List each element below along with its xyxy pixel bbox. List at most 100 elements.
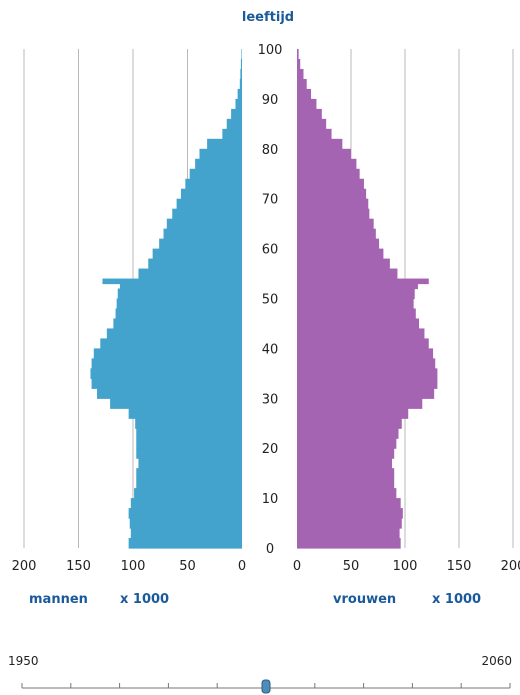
women-bar-88 <box>297 98 317 110</box>
women-bar-20 <box>297 438 397 449</box>
women-bar-18 <box>297 448 395 459</box>
men-bar-14 <box>136 468 242 479</box>
men-bar-38 <box>93 348 242 359</box>
men-bar-36 <box>91 358 242 369</box>
men-bar-78 <box>199 148 242 160</box>
men-x-tick-100: 100 <box>121 559 146 574</box>
women-bar-14 <box>297 468 395 479</box>
women-bar-82 <box>297 128 332 140</box>
women-x-tick-0: 0 <box>293 559 301 574</box>
men-bar-40 <box>100 338 242 349</box>
women-bar-2 <box>297 528 400 539</box>
men-bar-58 <box>152 248 242 260</box>
women-bar-86 <box>297 108 322 120</box>
men-bar-82 <box>222 128 242 140</box>
men-bar-50 <box>117 288 242 300</box>
men-bar-18 <box>136 448 242 459</box>
men-bar-53 <box>102 278 242 285</box>
women-unit-label: x 1000 <box>432 592 481 607</box>
women-bar-84 <box>297 118 327 130</box>
slider-end-year: 2060 <box>481 654 512 668</box>
men-bar-66 <box>172 208 242 220</box>
men-x-tick-0: 0 <box>238 559 246 574</box>
women-bar-64 <box>297 218 374 230</box>
men-bar-0 <box>128 538 242 549</box>
women-x-tick-50: 50 <box>343 559 360 574</box>
women-bar-94 <box>297 68 304 80</box>
women-bar-4 <box>297 518 402 529</box>
women-bar-6 <box>297 508 403 519</box>
men-x-tick-200: 200 <box>12 559 37 574</box>
women-bar-56 <box>297 258 390 270</box>
men-bar-30 <box>97 388 242 399</box>
women-x-tick-150: 150 <box>447 559 472 574</box>
women-bar-32 <box>297 378 438 389</box>
slider-handle[interactable] <box>261 679 271 694</box>
men-bar-98 <box>241 49 242 60</box>
women-bar-54 <box>297 268 398 280</box>
women-bar-72 <box>297 178 364 190</box>
men-bar-10 <box>134 488 242 499</box>
women-bar-70 <box>297 188 367 200</box>
women-bar-52 <box>297 283 418 290</box>
men-bar-46 <box>115 308 242 320</box>
age-tick-0: 0 <box>266 542 274 557</box>
age-tick-80: 80 <box>262 143 279 158</box>
age-axis-ticks: 0 10 20 30 40 50 60 70 80 90 100 <box>258 43 283 557</box>
age-tick-10: 10 <box>262 492 279 507</box>
men-bars <box>90 49 243 549</box>
women-bar-62 <box>297 228 376 240</box>
women-bar-46 <box>297 308 416 320</box>
men-bar-44 <box>113 318 242 330</box>
men-bar-34 <box>90 368 243 379</box>
women-bar-42 <box>297 328 425 340</box>
men-bar-90 <box>237 88 242 100</box>
men-bar-6 <box>128 508 242 519</box>
men-x-tick-150: 150 <box>66 559 91 574</box>
men-bar-4 <box>129 518 242 529</box>
age-tick-20: 20 <box>262 442 279 457</box>
men-bar-56 <box>148 258 242 270</box>
women-bar-53 <box>297 278 429 285</box>
women-bar-36 <box>297 358 436 369</box>
men-bar-86 <box>231 108 242 120</box>
women-bar-44 <box>297 318 420 330</box>
men-unit-label: x 1000 <box>120 592 169 607</box>
age-tick-70: 70 <box>262 193 279 208</box>
women-bar-80 <box>297 138 343 150</box>
men-bar-54 <box>138 268 242 280</box>
men-bar-8 <box>130 498 242 509</box>
women-bar-68 <box>297 198 369 210</box>
women-bar-34 <box>297 368 438 379</box>
women-bars <box>297 49 438 549</box>
chart-title: leeftijd <box>242 10 294 25</box>
men-bar-32 <box>91 378 242 389</box>
men-bar-12 <box>136 478 242 489</box>
women-bar-40 <box>297 338 429 349</box>
age-tick-90: 90 <box>262 93 279 108</box>
women-x-tick-200: 200 <box>501 559 520 574</box>
men-bar-70 <box>180 188 242 200</box>
men-bar-76 <box>195 158 242 170</box>
women-bar-76 <box>297 158 357 170</box>
men-bar-26 <box>128 408 242 419</box>
men-bar-62 <box>163 228 242 240</box>
age-tick-40: 40 <box>262 342 279 357</box>
women-x-tick-100: 100 <box>393 559 418 574</box>
men-bar-16 <box>138 458 242 469</box>
age-tick-60: 60 <box>262 243 279 258</box>
women-bar-38 <box>297 348 434 359</box>
men-bar-92 <box>239 78 242 90</box>
age-tick-100: 100 <box>258 43 283 58</box>
women-bar-78 <box>297 148 351 160</box>
men-bar-64 <box>166 218 242 230</box>
women-bar-48 <box>297 298 414 310</box>
women-bar-16 <box>297 458 393 469</box>
women-bar-58 <box>297 248 384 260</box>
men-bar-48 <box>116 298 242 310</box>
year-slider[interactable] <box>21 679 511 694</box>
slider-start-year: 1950 <box>8 654 39 668</box>
x-axis-ticks: 200 150 100 50 0 0 50 100 150 200 <box>12 559 520 574</box>
men-bar-74 <box>189 168 242 180</box>
men-bar-68 <box>176 198 242 210</box>
